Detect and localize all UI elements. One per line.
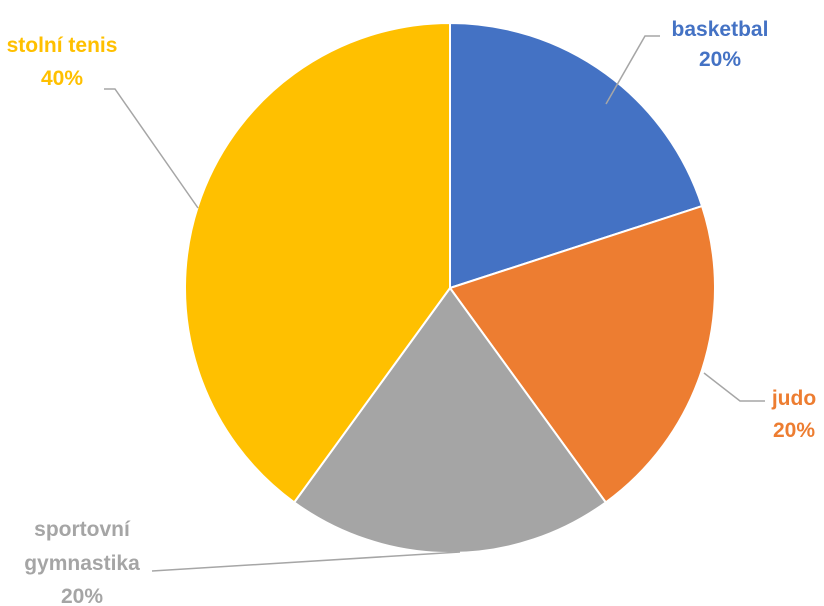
category-label-judo: judo — [771, 387, 816, 410]
category-label-stolni-tenis: stolní tenis — [7, 34, 118, 57]
data-labels: basketbal 20% judo 20% sportovní gymnastika 20… — [7, 18, 817, 606]
leader-line-stolni-tenis — [104, 88, 199, 209]
percent-label-sportovni-gymnastika: 20% — [61, 585, 103, 606]
percent-label-stolni-tenis: 40% — [41, 67, 83, 90]
pie-slice-basketbal — [449, 21, 704, 290]
pie-slice-stolni-tenis — [184, 21, 451, 504]
category-label-basketbal: basketbal — [672, 18, 769, 41]
leader-lines — [104, 35, 765, 572]
leader-line-sportovni-gymnastika — [151, 551, 461, 572]
category-label-sportovni-gymnastika: sportovní — [34, 518, 131, 541]
percent-label-basketbal: 20% — [699, 48, 741, 71]
leader-line-basketbal — [605, 35, 660, 105]
category-label-sportovni-gymnastika: gymnastika — [24, 552, 140, 575]
pie-slices — [184, 21, 716, 554]
percent-label-judo: 20% — [773, 419, 815, 442]
pie-slice-judo — [448, 204, 716, 504]
leader-line-judo — [703, 372, 765, 402]
